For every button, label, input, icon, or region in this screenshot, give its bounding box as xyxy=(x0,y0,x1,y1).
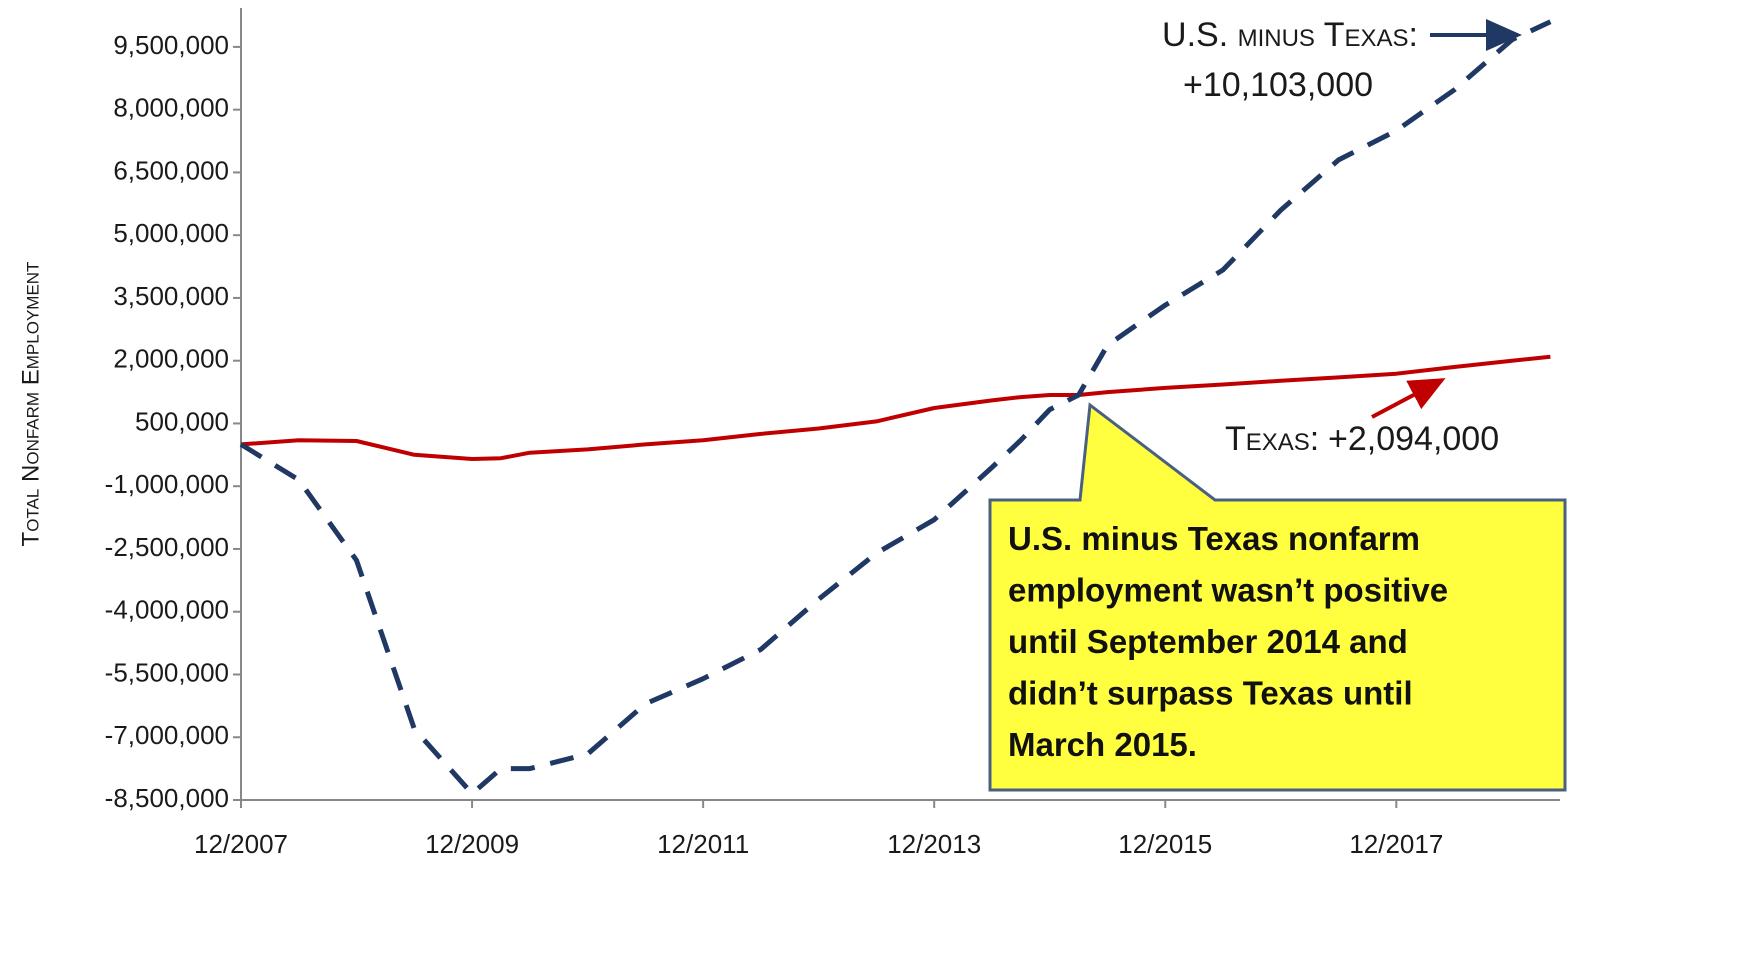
y-tick-label: 8,000,000 xyxy=(113,93,229,123)
arrow xyxy=(1371,378,1446,419)
x-tick-label: 12/2017 xyxy=(1349,829,1443,859)
y-tick-label: 500,000 xyxy=(135,406,229,436)
y-tick-label: -7,000,000 xyxy=(105,720,229,750)
x-tick-label: 12/2011 xyxy=(657,829,749,859)
callout-text: employment wasn’t positive xyxy=(1008,572,1448,609)
line-series xyxy=(239,19,1552,797)
callout-text: March 2015. xyxy=(1008,726,1197,763)
line-series xyxy=(240,354,1551,461)
y-tick-label: -1,000,000 xyxy=(105,469,229,499)
y-tick-label: 9,500,000 xyxy=(113,30,229,60)
y-tick-label: 3,500,000 xyxy=(113,281,229,311)
y-tick-label: -4,000,000 xyxy=(105,595,229,625)
annotation: +2,094,000 xyxy=(1328,420,1499,458)
y-tick-label: 2,000,000 xyxy=(113,344,229,374)
callout-box xyxy=(988,402,1567,792)
callout-text: until September 2014 and xyxy=(1008,623,1408,660)
annotation: U.S. minus Texas: xyxy=(1162,16,1418,54)
y-tick-label: -8,500,000 xyxy=(105,783,229,813)
x-tick-label: 12/2007 xyxy=(194,829,288,859)
annotation: +10,103,000 xyxy=(1183,66,1373,104)
y-tick-label: -5,500,000 xyxy=(105,657,229,687)
y-tick-label: -2,500,000 xyxy=(105,532,229,562)
x-tick-label: 12/2009 xyxy=(425,829,519,859)
callout-text: U.S. minus Texas nonfarm xyxy=(1008,520,1420,557)
callout-text: didn’t surpass Texas until xyxy=(1008,675,1413,712)
x-tick-label: 12/2013 xyxy=(887,829,981,859)
y-tick-label: 5,000,000 xyxy=(113,218,229,248)
x-tick-label: 12/2015 xyxy=(1118,829,1212,859)
annotation: Texas: xyxy=(1225,420,1319,458)
y-tick-label: 6,500,000 xyxy=(113,155,229,185)
y-axis-label: Total Nonfarm Employment xyxy=(17,262,44,547)
